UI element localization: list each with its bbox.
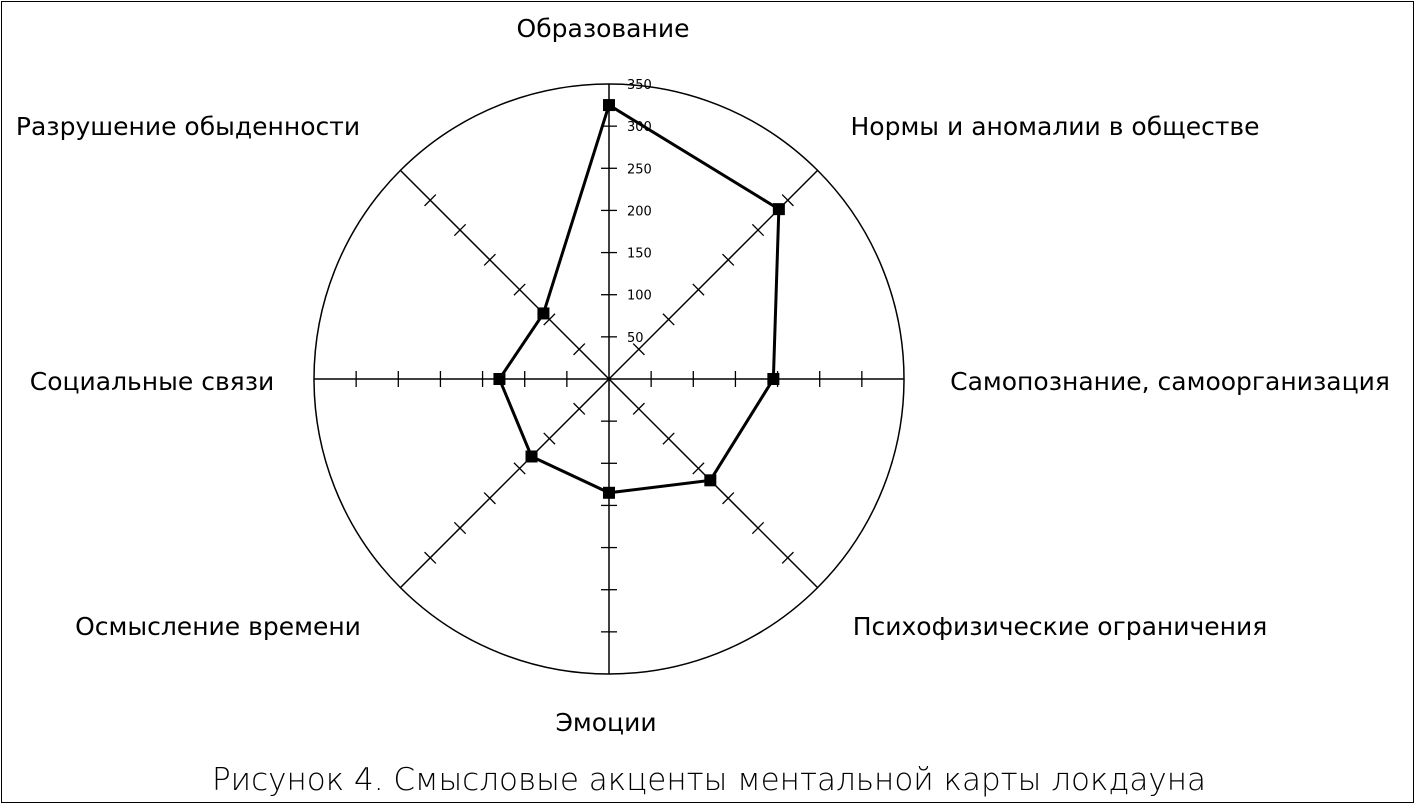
tick-label: 100	[627, 289, 652, 304]
axis-line	[399, 378, 610, 589]
data-point	[767, 373, 780, 385]
axis-line	[608, 169, 819, 380]
category-label: Разрушение обыденности	[16, 112, 360, 141]
axis-tick	[543, 432, 556, 445]
tick-label: 50	[627, 331, 644, 346]
category-label: Образование	[517, 14, 690, 43]
axis-tick	[751, 521, 765, 535]
axis-tick	[513, 283, 526, 296]
tick-label: 300	[627, 120, 652, 135]
axis-tick	[453, 223, 467, 237]
axis-tick	[781, 551, 794, 564]
figure-caption: Рисунок 4. Смысловые акценты ментальной …	[212, 762, 1206, 798]
axis-tick	[751, 223, 765, 237]
category-label: Осмысление времени	[75, 612, 361, 641]
data-point	[704, 474, 717, 487]
axis-tick	[692, 462, 705, 475]
axis-tick	[632, 343, 645, 356]
axis-tick	[722, 253, 735, 266]
tick-label: 150	[627, 247, 652, 262]
data-point	[603, 486, 615, 499]
category-label: Самопознание, самоорганизация	[950, 367, 1390, 396]
axis-tick	[483, 253, 496, 266]
data-point	[525, 450, 538, 463]
axis-tick	[483, 492, 496, 505]
axis-tick	[692, 283, 705, 296]
data-point	[537, 307, 550, 320]
category-label: Психофизические ограничения	[853, 612, 1268, 641]
axis-tick	[424, 194, 437, 207]
category-label: Социальные связи	[30, 367, 275, 396]
axis-tick	[453, 521, 467, 535]
axis-line	[399, 169, 610, 380]
category-label: Эмоции	[555, 708, 656, 737]
category-label: Нормы и аномалии в обществе	[850, 112, 1259, 141]
axis-tick	[632, 402, 645, 415]
axis-tick	[662, 432, 675, 445]
tick-label: 200	[627, 204, 652, 219]
axis-tick	[513, 462, 526, 475]
tick-label: 250	[627, 162, 652, 177]
axis-tick	[722, 492, 735, 505]
axis-tick	[573, 343, 586, 356]
data-point	[493, 373, 506, 385]
axis-tick	[424, 551, 437, 564]
axis-tick	[662, 313, 675, 326]
axis-tick	[781, 194, 794, 207]
data-point	[603, 99, 615, 112]
axis-tick	[573, 402, 586, 415]
data-point	[772, 203, 785, 216]
tick-label: 350	[627, 78, 652, 93]
